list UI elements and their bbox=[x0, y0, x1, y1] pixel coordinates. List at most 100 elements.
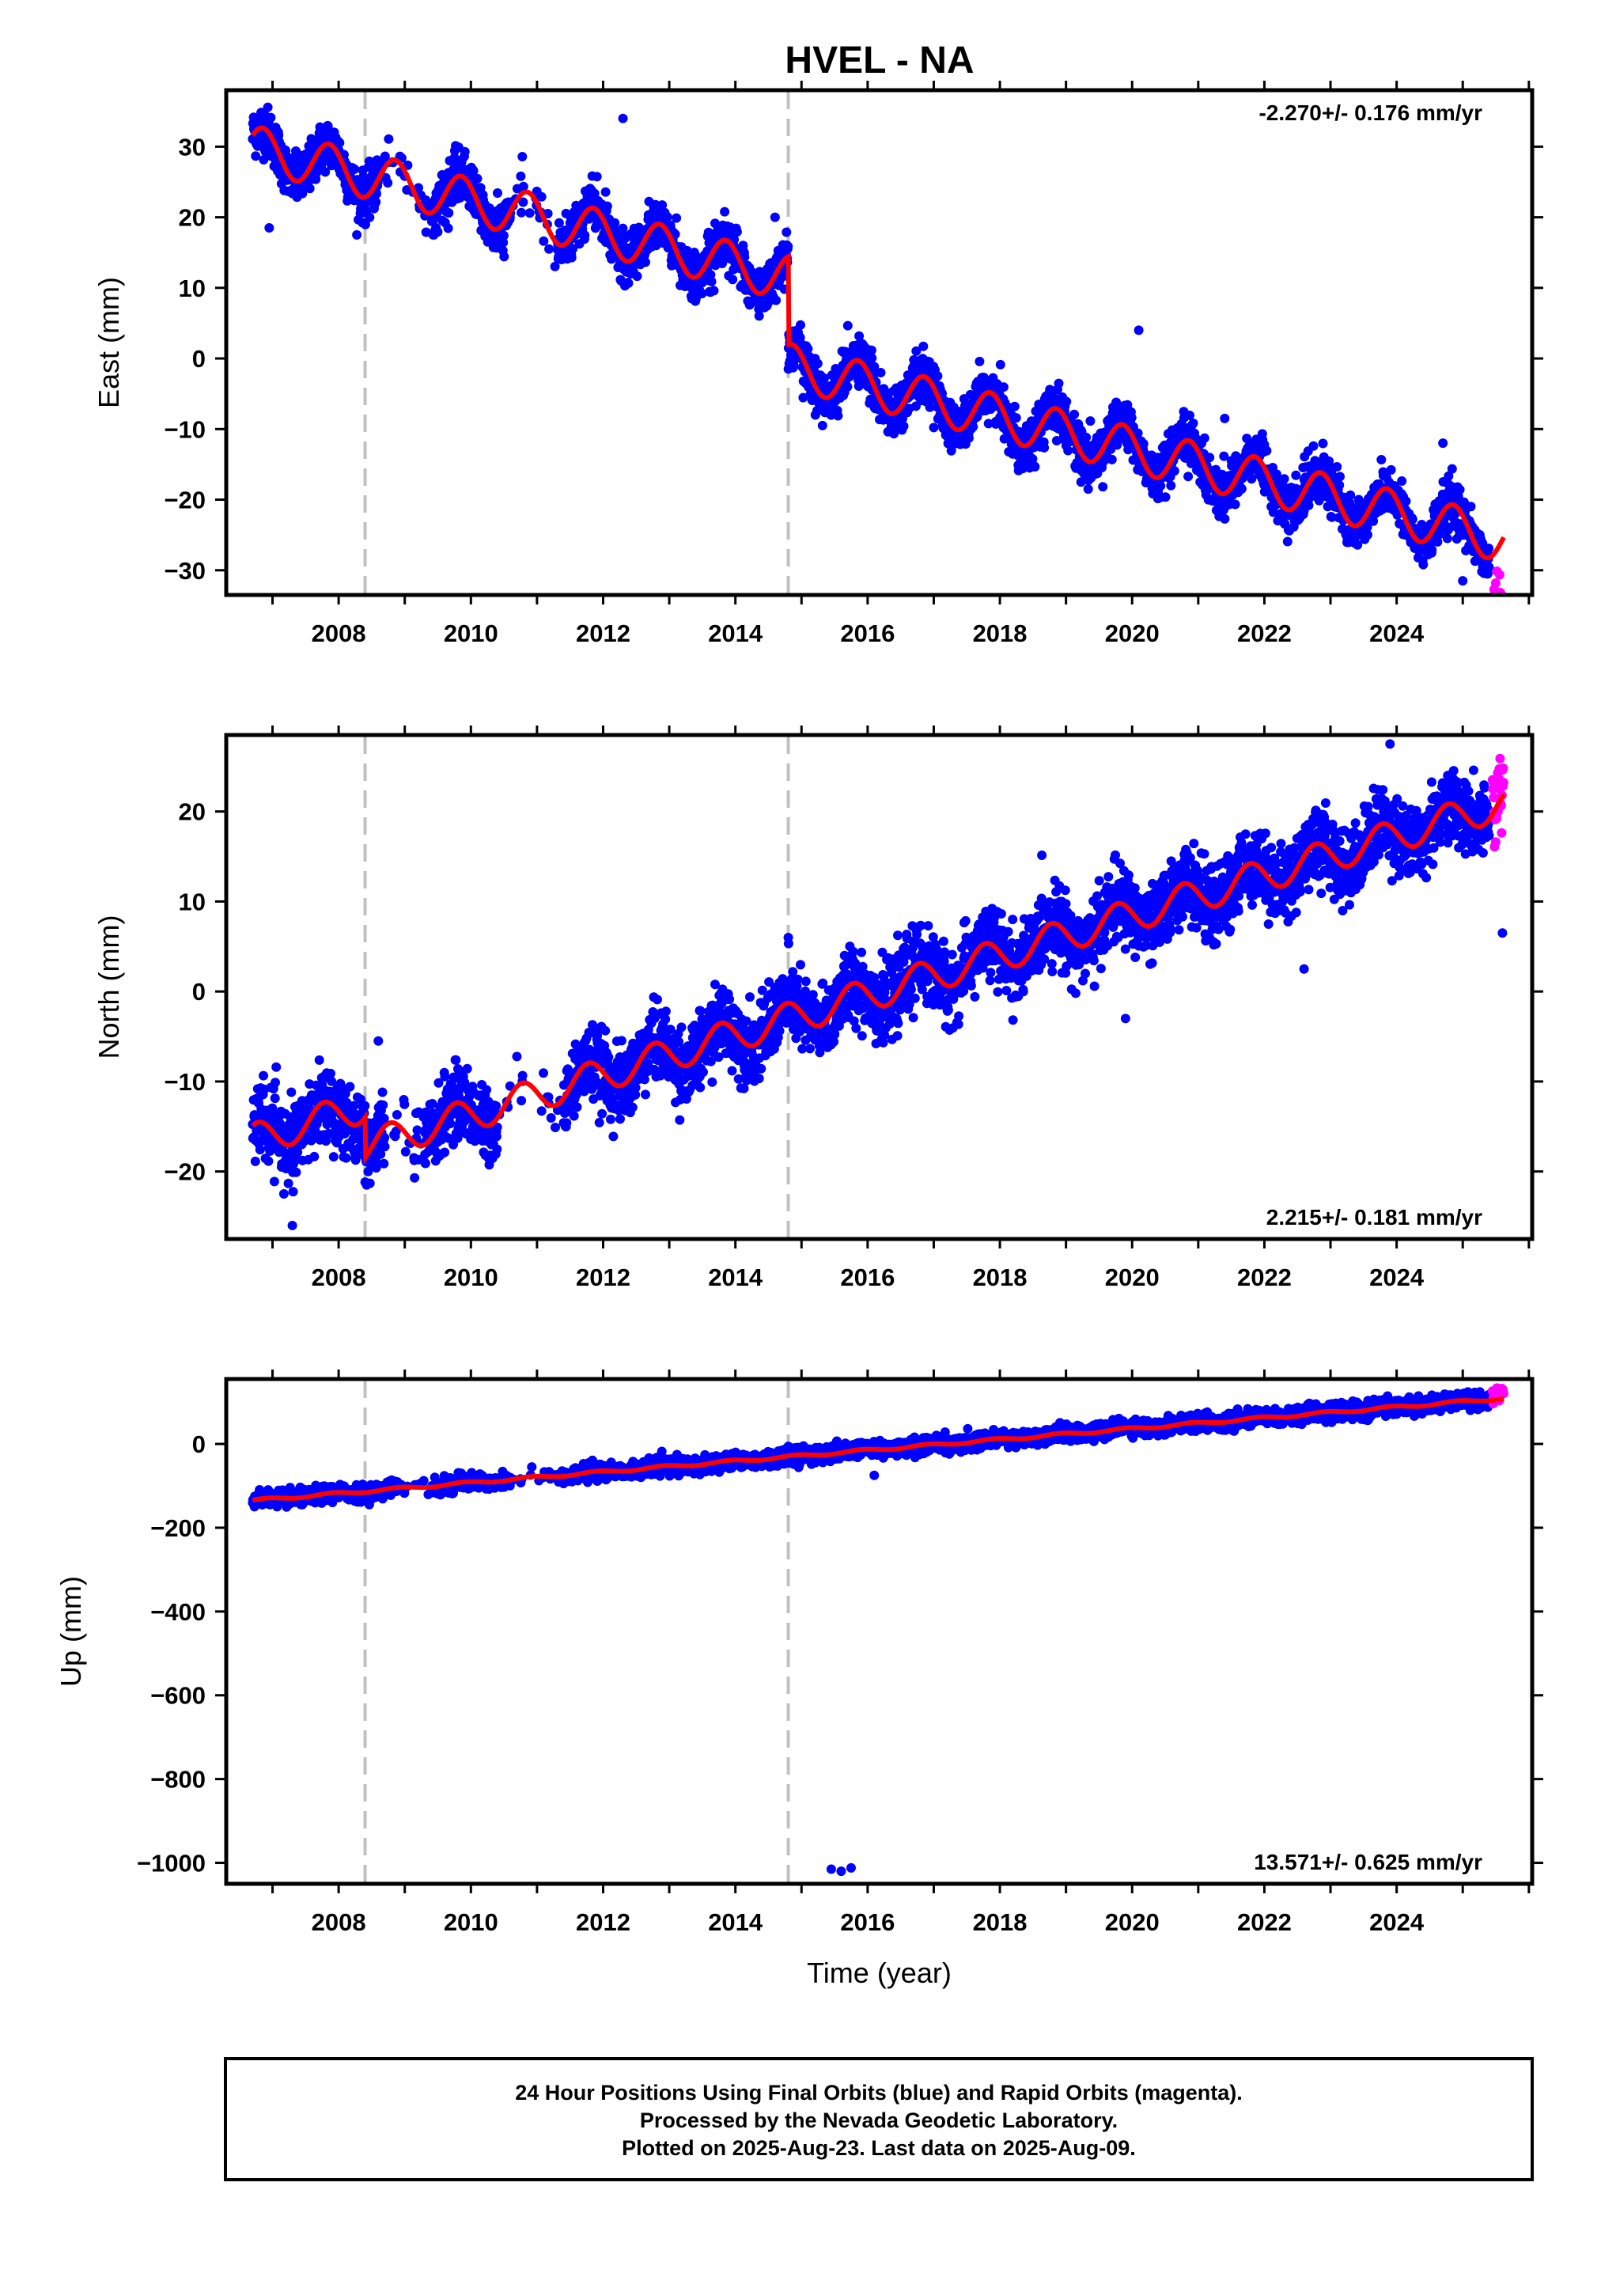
final-orbit-point bbox=[551, 1123, 560, 1132]
x-tick-label: 2008 bbox=[312, 619, 366, 647]
final-orbit-point bbox=[566, 252, 577, 263]
final-orbit-point bbox=[1081, 432, 1092, 442]
rapid-orbit-point bbox=[1497, 612, 1507, 622]
final-orbit-point bbox=[475, 183, 486, 193]
final-orbit-point bbox=[866, 345, 876, 355]
final-orbit-point bbox=[543, 209, 553, 218]
final-orbit-point bbox=[995, 359, 1005, 369]
final-orbit-point bbox=[580, 230, 590, 241]
final-orbit-point bbox=[1455, 484, 1465, 494]
final-orbit-point bbox=[842, 381, 853, 392]
final-orbit-point bbox=[554, 218, 564, 228]
final-orbit-point bbox=[283, 1178, 293, 1188]
final-orbit-point bbox=[297, 188, 308, 199]
final-orbit-point bbox=[1447, 464, 1457, 474]
final-orbit-point bbox=[281, 146, 291, 156]
final-orbit-point bbox=[754, 311, 764, 321]
final-orbit-point bbox=[1199, 433, 1209, 443]
final-orbit-point bbox=[1169, 466, 1179, 476]
rapid-orbit-point bbox=[1494, 612, 1504, 621]
rapid-orbit-point bbox=[1488, 617, 1497, 627]
y-tick-label: 0 bbox=[192, 345, 206, 373]
chart-title: HVEL - NA bbox=[785, 40, 974, 81]
final-orbit-point bbox=[517, 152, 528, 161]
final-orbit-point bbox=[1230, 499, 1240, 510]
final-orbit-point bbox=[798, 392, 808, 403]
final-orbit-point bbox=[589, 188, 600, 199]
final-orbit-point bbox=[929, 422, 939, 433]
final-orbit-point bbox=[615, 1114, 625, 1124]
final-orbit-point bbox=[720, 206, 730, 217]
final-orbit-point bbox=[706, 270, 716, 280]
rapid-orbit-point bbox=[1488, 621, 1497, 631]
final-orbit-point bbox=[1397, 476, 1407, 486]
final-orbit-point bbox=[377, 1087, 388, 1097]
rapid-orbit-point bbox=[1490, 608, 1500, 617]
final-orbit-point bbox=[1332, 462, 1342, 472]
final-orbit-point bbox=[291, 1167, 301, 1177]
final-orbit-point bbox=[271, 1078, 280, 1088]
final-orbit-point bbox=[1054, 378, 1064, 388]
final-orbit-point bbox=[618, 113, 628, 123]
final-orbit-point bbox=[524, 208, 535, 218]
final-orbit-point bbox=[440, 1147, 450, 1157]
final-orbit-point bbox=[269, 1176, 279, 1187]
final-orbit-point bbox=[812, 358, 823, 369]
final-orbit-point bbox=[305, 184, 315, 194]
final-orbit-point bbox=[662, 212, 672, 222]
final-orbit-point bbox=[630, 1082, 641, 1093]
final-orbit-point bbox=[672, 213, 682, 223]
rapid-orbit-point bbox=[1490, 578, 1501, 588]
final-orbit-point bbox=[259, 154, 269, 165]
final-orbit-point bbox=[251, 151, 261, 161]
final-orbit-point bbox=[618, 223, 628, 233]
rapid-orbit-point bbox=[1499, 614, 1508, 623]
final-orbit-point bbox=[421, 1158, 430, 1169]
x-tick-label: 2024 bbox=[1369, 619, 1425, 647]
rapid-orbit-point bbox=[1489, 625, 1498, 635]
final-orbit-point bbox=[341, 1153, 351, 1163]
final-orbit-point bbox=[499, 252, 509, 262]
final-orbit-point bbox=[491, 1131, 501, 1142]
final-orbit-point bbox=[517, 1096, 527, 1106]
rapid-orbit-point bbox=[1494, 570, 1504, 580]
final-orbit-point bbox=[1438, 438, 1448, 449]
final-orbit-point bbox=[378, 1100, 388, 1110]
final-orbit-point bbox=[1205, 453, 1215, 463]
final-orbit-point bbox=[440, 1071, 450, 1082]
final-orbit-point bbox=[536, 191, 547, 202]
final-orbit-point bbox=[600, 187, 611, 197]
final-orbit-point bbox=[616, 1036, 626, 1046]
final-orbit-point bbox=[266, 112, 276, 123]
final-orbit-point bbox=[1466, 502, 1476, 512]
final-orbit-point bbox=[842, 320, 853, 331]
final-orbit-point bbox=[899, 421, 909, 431]
final-orbit-point bbox=[1063, 445, 1073, 456]
final-orbit-point bbox=[627, 1102, 638, 1112]
final-orbit-point bbox=[1484, 544, 1494, 554]
final-orbit-point bbox=[1262, 445, 1272, 456]
final-orbit-point bbox=[1134, 325, 1144, 335]
rapid-orbit-point bbox=[1498, 607, 1508, 616]
final-orbit-point bbox=[817, 420, 827, 430]
final-orbit-point bbox=[352, 1150, 362, 1161]
final-orbit-point bbox=[975, 356, 985, 366]
final-orbit-point bbox=[562, 1118, 572, 1128]
final-orbit-point bbox=[918, 341, 929, 351]
final-orbit-point bbox=[1346, 490, 1356, 500]
final-orbit-point bbox=[1069, 409, 1080, 419]
final-orbit-point bbox=[819, 373, 830, 383]
final-orbit-point bbox=[350, 164, 360, 174]
final-orbit-point bbox=[602, 201, 612, 211]
final-orbit-point bbox=[270, 1093, 280, 1104]
x-tick-label: 2020 bbox=[1105, 619, 1160, 647]
final-orbit-point bbox=[361, 219, 370, 229]
final-orbit-point bbox=[568, 244, 578, 254]
final-orbit-point bbox=[1427, 545, 1437, 555]
final-orbit-point bbox=[1418, 559, 1429, 570]
final-orbit-point bbox=[1291, 470, 1301, 480]
final-orbit-point bbox=[383, 178, 393, 188]
final-orbit-point bbox=[1011, 413, 1021, 423]
final-orbit-point bbox=[606, 1114, 615, 1124]
